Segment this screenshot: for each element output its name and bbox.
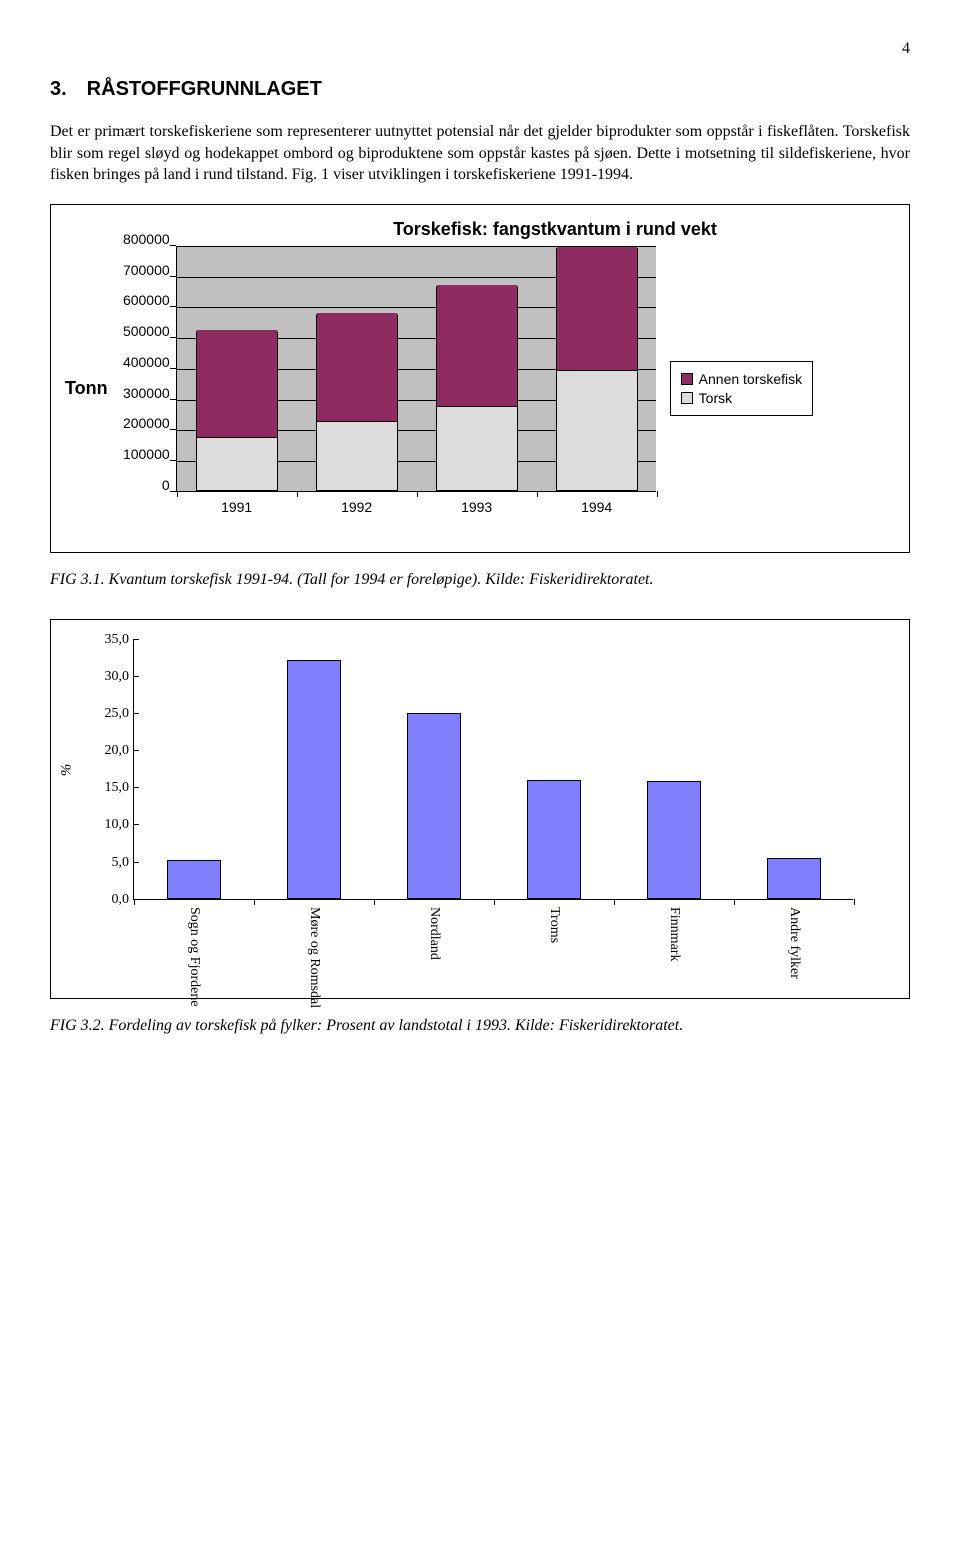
chart2-bar [647, 781, 701, 898]
chart2-yaxis: 35,030,025,020,015,010,05,00,0 [89, 640, 133, 900]
chart2-container: % 35,030,025,020,015,010,05,00,0 Sogn og… [50, 619, 910, 999]
chart1-bar [556, 248, 638, 491]
chart1-xlabel: 1993 [461, 499, 492, 515]
chart2-xlabel: Andre fylker [786, 907, 802, 979]
chart1-xlabel: 1994 [581, 499, 612, 515]
chart2-bar [407, 713, 461, 899]
chart1-yaxis: 8000007000006000005000004000003000002000… [112, 246, 176, 492]
chart2-ylabel: % [59, 764, 76, 777]
chart1-legend-item: Torsk [681, 390, 803, 406]
chart1-legend: Annen torskefisk Torsk [670, 361, 814, 416]
chart1-ylabel: Tonn [65, 378, 108, 399]
section-heading: 3. RÅSTOFFGRUNNLAGET [50, 78, 910, 101]
chart1-title: Torskefisk: fangstkvantum i rund vekt [215, 219, 895, 240]
chart2-xlabel: Nordland [426, 907, 442, 960]
chart1-plot: 1991199219931994 [176, 246, 656, 492]
page-number: 4 [50, 40, 910, 58]
chart1-xlabel: 1991 [221, 499, 252, 515]
chart2-xlabel: Sogn og Fjordene [186, 907, 202, 1007]
chart1-caption: FIG 3.1. Kvantum torskefisk 1991-94. (Ta… [50, 571, 910, 589]
chart2-bar [767, 858, 821, 899]
chart2-bar [527, 780, 581, 899]
chart2-plot: Sogn og FjordeneMøre og RomsdalNordlandT… [133, 640, 853, 900]
chart2-xlabel: Møre og Romsdal [306, 907, 322, 1008]
chart1-container: Torskefisk: fangstkvantum i rund vekt To… [50, 204, 910, 553]
chart1-bar [316, 314, 398, 491]
body-paragraph: Det er primært torskefiskeriene som repr… [50, 121, 910, 186]
chart2-caption: FIG 3.2. Fordeling av torskefisk på fylk… [50, 1017, 910, 1035]
chart1-legend-item: Annen torskefisk [681, 371, 803, 387]
chart2-xlabel: Troms [546, 907, 562, 943]
chart2-xlabel: Finnmark [666, 907, 682, 961]
chart2-bar [287, 660, 341, 899]
chart1-bar [196, 331, 278, 491]
chart1-xlabel: 1992 [341, 499, 372, 515]
chart1-bar [436, 286, 518, 490]
chart2-bar [167, 860, 221, 899]
